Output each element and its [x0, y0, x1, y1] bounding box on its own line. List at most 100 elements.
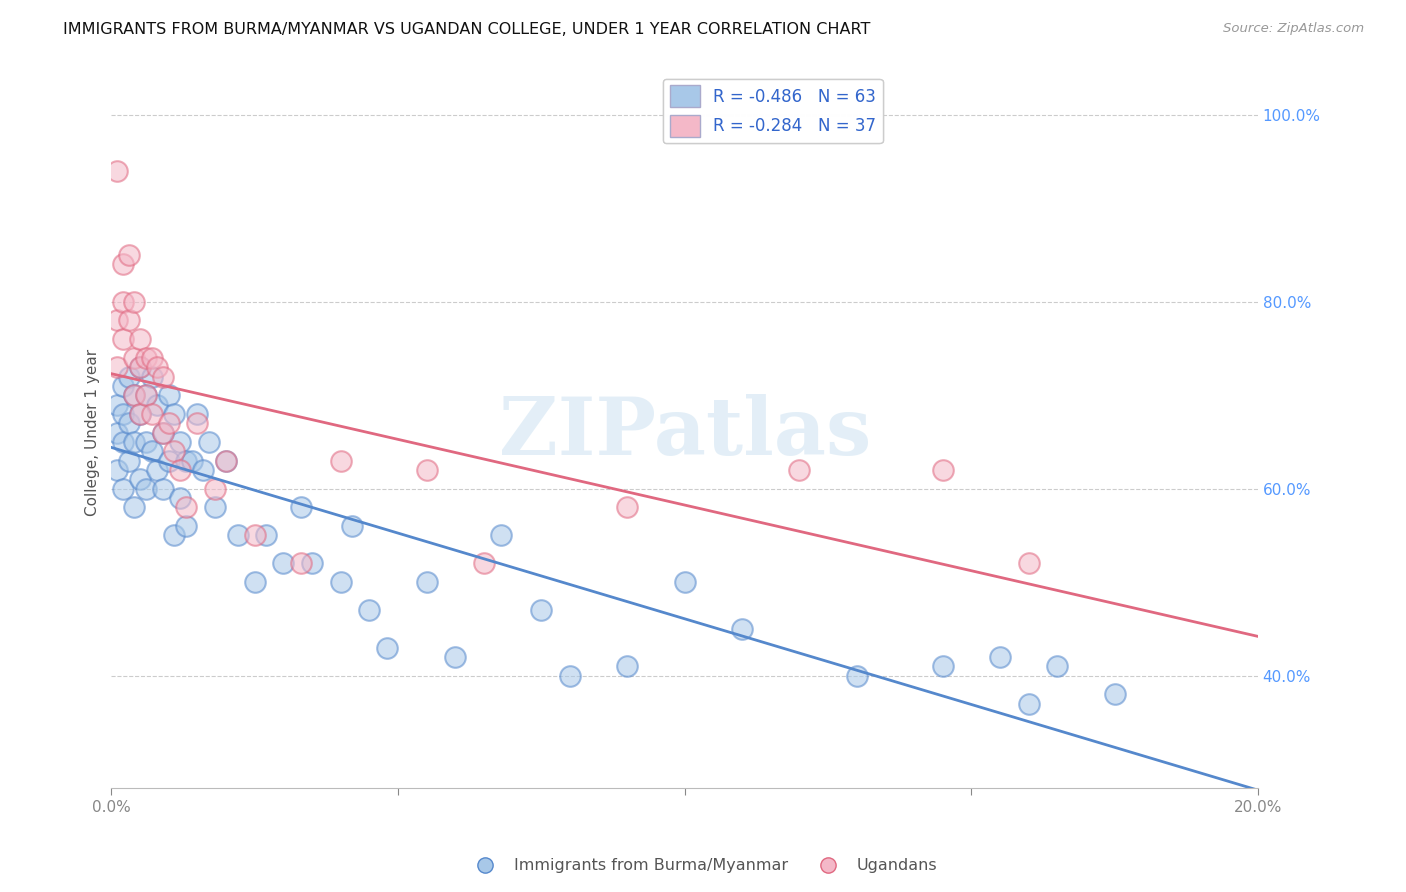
Point	[301, 557, 323, 571]
Point	[290, 500, 312, 515]
Point	[845, 668, 868, 682]
Point	[1018, 697, 1040, 711]
Point	[243, 575, 266, 590]
Point	[135, 351, 157, 365]
Point	[186, 416, 208, 430]
Legend: Immigrants from Burma/Myanmar, Ugandans: Immigrants from Burma/Myanmar, Ugandans	[463, 852, 943, 880]
Point	[163, 444, 186, 458]
Point	[415, 575, 437, 590]
Point	[124, 434, 146, 449]
Point	[117, 369, 139, 384]
Point	[111, 407, 134, 421]
Point	[146, 398, 169, 412]
Point	[415, 463, 437, 477]
Point	[135, 434, 157, 449]
Point	[616, 500, 638, 515]
Point	[931, 659, 953, 673]
Point	[146, 463, 169, 477]
Point	[111, 332, 134, 346]
Point	[180, 453, 202, 467]
Point	[129, 360, 152, 375]
Point	[129, 360, 152, 375]
Point	[329, 575, 352, 590]
Point	[124, 388, 146, 402]
Point	[243, 528, 266, 542]
Point	[117, 248, 139, 262]
Point	[186, 407, 208, 421]
Point	[105, 425, 128, 440]
Point	[472, 557, 495, 571]
Point	[169, 491, 191, 505]
Point	[152, 369, 174, 384]
Point	[174, 500, 197, 515]
Point	[124, 500, 146, 515]
Point	[129, 332, 152, 346]
Point	[169, 434, 191, 449]
Point	[931, 463, 953, 477]
Point	[489, 528, 512, 542]
Point	[124, 294, 146, 309]
Point	[215, 453, 238, 467]
Point	[146, 360, 169, 375]
Text: ZIPatlas: ZIPatlas	[499, 393, 870, 472]
Point	[105, 360, 128, 375]
Point	[129, 472, 152, 486]
Point	[787, 463, 810, 477]
Point	[117, 453, 139, 467]
Point	[198, 434, 221, 449]
Point	[174, 453, 197, 467]
Point	[290, 557, 312, 571]
Point	[111, 294, 134, 309]
Point	[163, 407, 186, 421]
Point	[129, 407, 152, 421]
Point	[141, 407, 163, 421]
Point	[152, 425, 174, 440]
Point	[174, 519, 197, 533]
Point	[1018, 557, 1040, 571]
Point	[129, 407, 152, 421]
Point	[105, 313, 128, 327]
Point	[111, 434, 134, 449]
Point	[204, 500, 226, 515]
Point	[135, 482, 157, 496]
Point	[191, 463, 214, 477]
Point	[117, 313, 139, 327]
Point	[254, 528, 277, 542]
Point	[273, 557, 295, 571]
Point	[152, 482, 174, 496]
Text: Source: ZipAtlas.com: Source: ZipAtlas.com	[1223, 22, 1364, 36]
Point	[329, 453, 352, 467]
Point	[135, 388, 157, 402]
Point	[444, 649, 467, 664]
Point	[1104, 687, 1126, 701]
Point	[215, 453, 238, 467]
Point	[340, 519, 363, 533]
Point	[163, 528, 186, 542]
Text: IMMIGRANTS FROM BURMA/MYANMAR VS UGANDAN COLLEGE, UNDER 1 YEAR CORRELATION CHART: IMMIGRANTS FROM BURMA/MYANMAR VS UGANDAN…	[63, 22, 870, 37]
Point	[124, 351, 146, 365]
Point	[105, 398, 128, 412]
Point	[673, 575, 696, 590]
Point	[558, 668, 581, 682]
Point	[204, 482, 226, 496]
Point	[988, 649, 1011, 664]
Y-axis label: College, Under 1 year: College, Under 1 year	[86, 349, 100, 516]
Point	[111, 482, 134, 496]
Point	[616, 659, 638, 673]
Point	[169, 463, 191, 477]
Point	[111, 257, 134, 271]
Point	[731, 622, 754, 636]
Point	[111, 379, 134, 393]
Point	[124, 388, 146, 402]
Point	[1046, 659, 1069, 673]
Point	[157, 453, 180, 467]
Point	[157, 388, 180, 402]
Point	[359, 603, 381, 617]
Point	[141, 444, 163, 458]
Point	[141, 351, 163, 365]
Legend: R = -0.486   N = 63, R = -0.284   N = 37: R = -0.486 N = 63, R = -0.284 N = 37	[664, 78, 883, 144]
Point	[226, 528, 249, 542]
Point	[157, 416, 180, 430]
Point	[135, 388, 157, 402]
Point	[141, 369, 163, 384]
